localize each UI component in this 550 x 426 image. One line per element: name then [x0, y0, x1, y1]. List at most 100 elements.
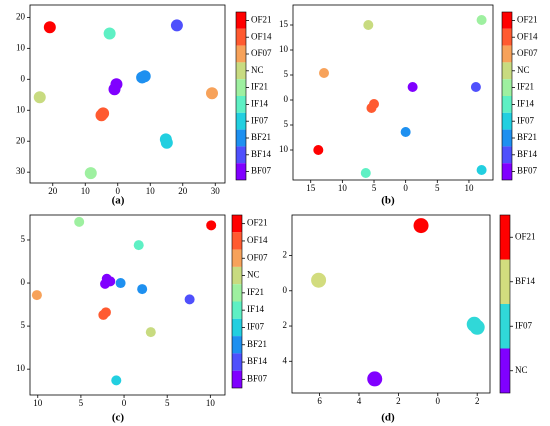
scatter-point — [367, 371, 383, 387]
scatter-point — [111, 375, 122, 386]
colorbar-label: BF21 — [251, 132, 271, 142]
x-tick-label: 10 — [146, 186, 156, 196]
colorbar-swatch — [236, 112, 246, 130]
scatter-point — [103, 27, 116, 40]
scatter-point — [184, 294, 195, 305]
colorbar-label: IF21 — [517, 82, 534, 92]
colorbar-frame — [235, 11, 247, 181]
colorbar-swatch — [502, 146, 512, 164]
y-tick-label: 10 — [16, 363, 26, 373]
colorbar-label: IF14 — [247, 304, 265, 314]
scatter-point — [360, 168, 371, 178]
x-tick-label: 20 — [48, 186, 58, 196]
colorbar-swatch — [502, 12, 512, 29]
scatter-point — [100, 278, 111, 289]
x-tick-label: 30 — [211, 186, 221, 196]
scatter-point — [470, 82, 481, 92]
colorbar-swatch — [232, 215, 242, 233]
y-tick-label: 20 — [16, 135, 26, 145]
panel-label: (a) — [112, 195, 125, 207]
x-tick-label: 15 — [306, 183, 316, 193]
colorbar-swatch — [500, 215, 510, 260]
colorbar-swatch — [232, 301, 242, 319]
x-tick-label: 0 — [122, 398, 127, 408]
colorbar-label: OF14 — [251, 31, 272, 41]
colorbar-label: IF07 — [251, 115, 269, 125]
colorbar-swatch — [500, 348, 510, 393]
y-tick-label: 30 — [16, 166, 26, 176]
scatter-point — [74, 216, 85, 227]
x-tick-label: 4 — [357, 396, 362, 406]
colorbar-label: BF21 — [247, 339, 267, 349]
colorbar-swatch — [502, 62, 512, 80]
colorbar-swatch — [232, 336, 242, 354]
plot-frame — [29, 4, 226, 184]
y-tick-label: 0 — [21, 277, 26, 287]
plot-frame — [291, 214, 491, 394]
colorbar-frame — [501, 11, 513, 181]
scatter-point — [145, 327, 156, 338]
colorbar-swatch — [502, 163, 512, 180]
scatter-point — [31, 290, 42, 301]
colorbar-swatch — [236, 62, 246, 80]
y-tick-label: 10 — [16, 42, 26, 52]
scatter-point — [206, 87, 218, 100]
colorbar-swatch — [236, 96, 246, 113]
colorbar-swatch — [236, 45, 246, 63]
colorbar-swatch — [232, 353, 242, 371]
scatter-point — [170, 19, 183, 32]
x-tick-label: 0 — [436, 396, 441, 406]
colorbar-label: OF21 — [515, 231, 536, 241]
colorbar-swatch — [232, 318, 242, 337]
x-tick-label: 10 — [81, 186, 91, 196]
colorbar-swatch — [500, 304, 510, 349]
scatter-point — [400, 127, 411, 137]
colorbar-label: IF21 — [247, 287, 264, 297]
scatter-point — [369, 99, 380, 109]
scatter-point — [110, 78, 123, 91]
colorbar-label: OF21 — [247, 218, 268, 228]
y-tick-label: 4 — [283, 355, 288, 365]
colorbar-swatch — [236, 28, 246, 46]
colorbar-swatch — [502, 45, 512, 63]
x-tick-label: 5 — [165, 398, 170, 408]
scatter-point — [33, 91, 46, 104]
colorbar-label: OF07 — [517, 48, 538, 58]
colorbar-label: IF07 — [247, 322, 265, 332]
x-tick-label: 2 — [396, 396, 401, 406]
y-tick-label: 2 — [283, 320, 288, 330]
y-tick-label: 5 — [284, 69, 289, 79]
colorbar-swatch — [232, 232, 242, 250]
colorbar-frame — [499, 214, 511, 394]
colorbar-label: BF07 — [251, 166, 272, 176]
colorbar-swatch — [232, 266, 242, 285]
x-tick-label: 10 — [338, 183, 348, 193]
colorbar-label: NC — [517, 65, 530, 75]
scatter-point — [466, 316, 482, 332]
x-tick-label: 0 — [403, 183, 408, 193]
colorbar-swatch — [236, 146, 246, 164]
x-tick-label: 0 — [116, 186, 121, 196]
colorbar-label: NC — [247, 270, 260, 280]
scatter-point — [206, 220, 217, 231]
y-tick-label: 5 — [21, 320, 26, 330]
scatter-point — [115, 278, 126, 289]
colorbar-label: OF14 — [247, 235, 268, 245]
scatter-point — [476, 165, 487, 175]
y-tick-label: 20 — [16, 11, 26, 21]
colorbar-label: OF21 — [251, 14, 272, 24]
colorbar-swatch — [502, 79, 512, 96]
colorbar-label: BF07 — [247, 373, 268, 383]
y-tick-label: 10 — [16, 104, 26, 114]
scatter-point — [476, 15, 487, 25]
y-tick-label: 10 — [279, 144, 289, 154]
colorbar-swatch — [502, 129, 512, 147]
scatter-point — [407, 82, 418, 92]
colorbar-swatch — [236, 79, 246, 96]
colorbar-label: BF14 — [517, 149, 538, 159]
y-tick-label: 5 — [21, 234, 26, 244]
y-tick-label: 5 — [284, 119, 289, 129]
colorbar-label: NC — [515, 365, 528, 375]
colorbar-swatch — [502, 96, 512, 113]
